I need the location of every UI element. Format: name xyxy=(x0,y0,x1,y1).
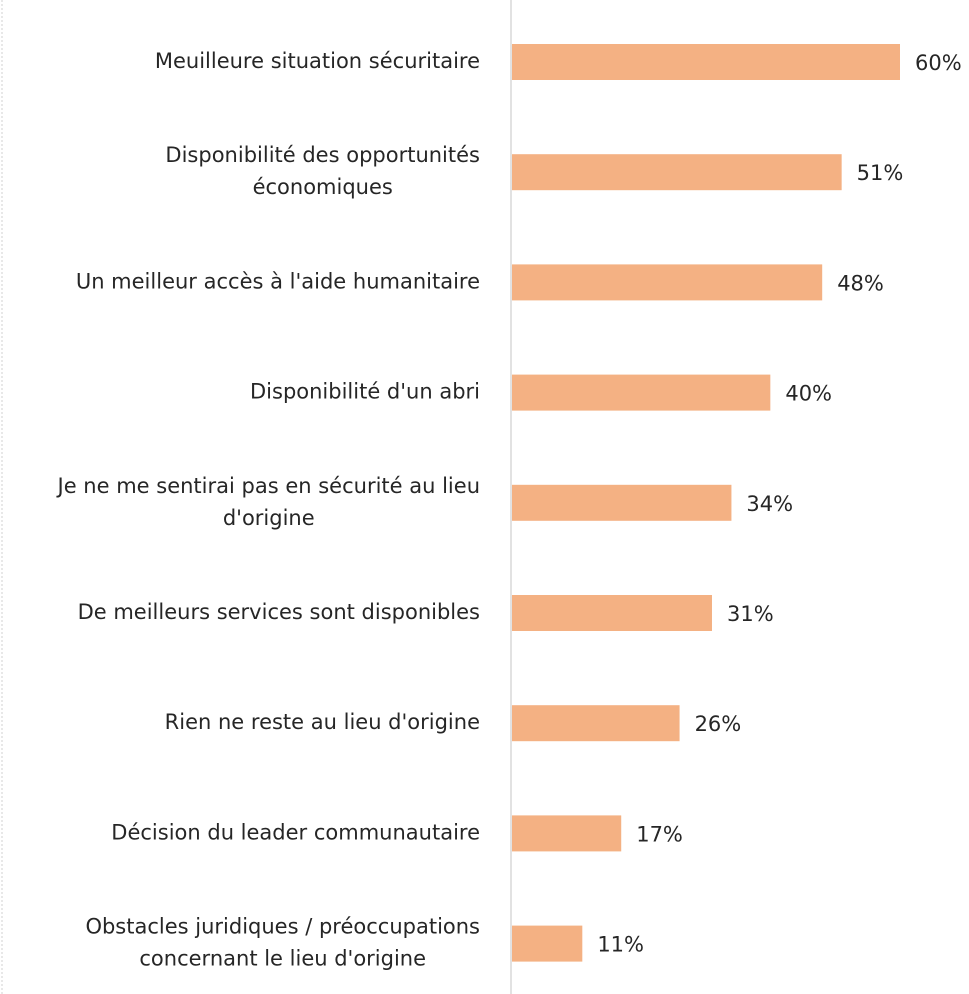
value-label: 48% xyxy=(837,271,884,295)
category-label: Disponibilité d'un abri xyxy=(250,380,480,404)
category-label: Meuilleure situation sécuritaire xyxy=(155,49,480,73)
value-label: 60% xyxy=(915,51,962,75)
bar xyxy=(512,374,771,411)
bar xyxy=(512,815,622,852)
value-label: 31% xyxy=(727,602,774,626)
category-label: Rien ne reste au lieu d'origine xyxy=(165,710,480,734)
value-label: 17% xyxy=(636,822,683,846)
category-label: De meilleurs services sont disponibles xyxy=(78,600,480,624)
bar xyxy=(512,705,680,742)
value-label: 11% xyxy=(597,933,644,957)
category-label: Disponibilité des opportunités économique… xyxy=(165,143,480,199)
value-label: 26% xyxy=(695,712,742,736)
value-label: 34% xyxy=(746,492,793,516)
bar xyxy=(512,44,900,80)
value-label: 51% xyxy=(857,161,904,185)
category-label: Décision du leader communautaire xyxy=(111,820,480,844)
bar xyxy=(512,264,823,301)
category-label: Je ne me sentirai pas en sécurité au lie… xyxy=(56,474,480,530)
value-label: 40% xyxy=(785,382,832,406)
bar xyxy=(512,154,842,191)
category-label: Un meilleur accès à l'aide humanitaire xyxy=(76,269,480,293)
bar xyxy=(512,484,732,521)
category-label: Obstacles juridiques / préoccupations con… xyxy=(85,915,480,971)
bar xyxy=(512,595,712,631)
bar xyxy=(512,925,583,962)
